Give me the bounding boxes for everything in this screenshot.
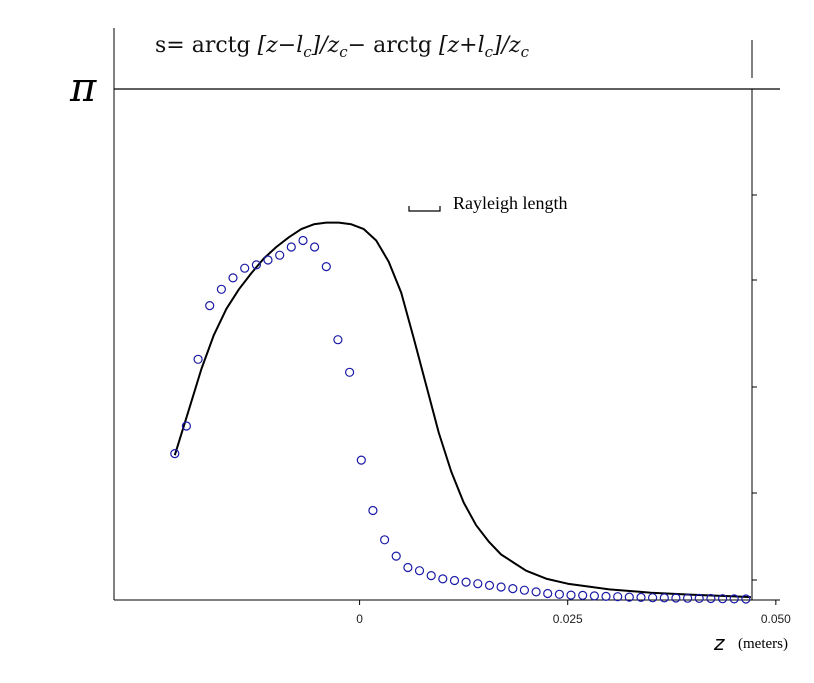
data-point	[426, 570, 436, 581]
data-point	[659, 593, 669, 603]
data-point	[216, 284, 226, 294]
data-point	[647, 593, 658, 603]
data-point	[461, 577, 471, 587]
chart-title: s= arctg [z−lc]/zc− arctg [z+lc]/zc	[155, 33, 530, 61]
data-point	[380, 535, 390, 545]
data-point	[671, 593, 681, 603]
data-point	[624, 592, 634, 602]
x-axis-label: z	[713, 631, 725, 655]
data-point	[321, 262, 331, 272]
data-point	[345, 367, 355, 377]
data-point	[240, 263, 250, 273]
data-point	[228, 273, 238, 283]
data-point	[717, 594, 728, 604]
rayleigh-length-marker	[408, 206, 441, 212]
data-point	[310, 242, 320, 252]
data-point	[333, 335, 343, 345]
data-point	[251, 260, 261, 270]
data-point	[729, 594, 739, 604]
data-point	[554, 589, 565, 599]
data-point	[519, 585, 530, 595]
x-axis-ticks: 0 0.025 0.050	[356, 600, 791, 626]
data-point	[508, 583, 518, 594]
data-point	[706, 593, 716, 604]
data-point	[298, 235, 308, 246]
data-point	[613, 592, 623, 602]
data-point	[473, 579, 483, 589]
data-point	[414, 566, 425, 576]
theory-curve	[173, 221, 751, 599]
data-point	[682, 593, 693, 603]
data-point	[484, 580, 495, 591]
data-point	[181, 421, 191, 431]
data-point	[438, 574, 448, 584]
data-point	[589, 591, 600, 601]
x-tick-label: 0.050	[761, 612, 791, 626]
data-point	[741, 594, 751, 604]
legend-label: Rayleigh length	[453, 193, 567, 213]
data-point	[286, 242, 296, 252]
data-point	[694, 593, 704, 604]
data-point	[449, 575, 460, 586]
data-point	[566, 590, 576, 600]
data-point	[391, 551, 401, 561]
data-point	[356, 455, 366, 465]
data-point	[275, 250, 285, 260]
data-point	[543, 588, 553, 599]
data-point	[496, 582, 506, 592]
y-top-label: π	[69, 65, 97, 111]
data-point	[403, 562, 413, 573]
data-point	[263, 255, 273, 265]
data-point	[601, 591, 611, 602]
data-point	[170, 449, 180, 459]
data-point	[205, 301, 215, 311]
x-tick-label: 0	[356, 612, 363, 626]
x-tick-label: 0.025	[553, 612, 583, 626]
series-layer	[170, 221, 751, 604]
data-point	[636, 592, 646, 603]
data-point	[368, 505, 378, 516]
right-axis-ticks	[752, 194, 757, 581]
x-axis-unit: (meters)	[738, 636, 788, 652]
data-point	[531, 587, 541, 597]
data-point	[578, 590, 588, 601]
data-point	[193, 354, 203, 364]
